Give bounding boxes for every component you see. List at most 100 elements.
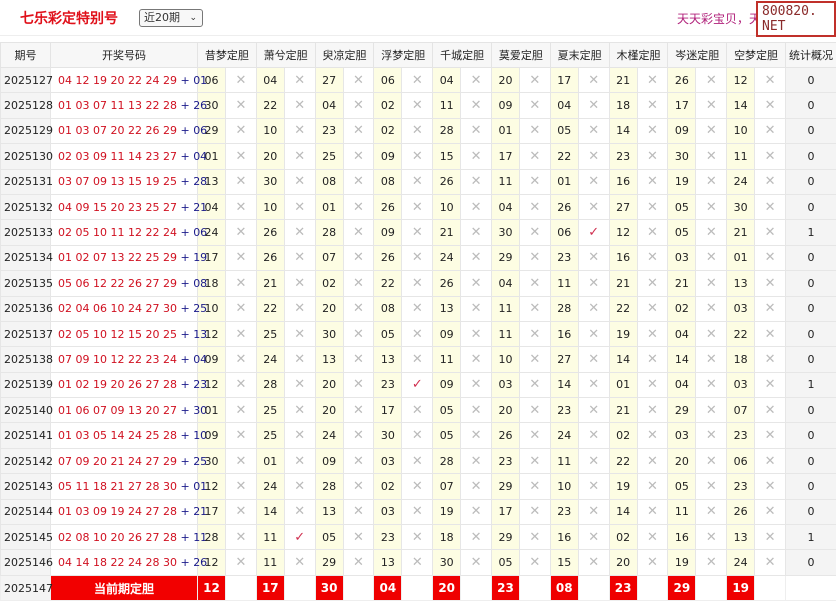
cross-icon: ✕ bbox=[754, 168, 786, 195]
pick-value: 28 bbox=[549, 295, 579, 322]
column-header: 千城定胆 bbox=[432, 42, 492, 68]
cross-icon: ✕ bbox=[754, 270, 786, 297]
cross-icon: ✕ bbox=[460, 473, 492, 500]
empty-cell bbox=[577, 574, 610, 601]
period-cell: 2025137 bbox=[0, 320, 53, 348]
cross-icon: ✕ bbox=[518, 524, 551, 551]
cross-icon: ✕ bbox=[577, 473, 610, 500]
pick-value: 15 bbox=[549, 549, 579, 576]
main-numbers: 01 03 07 11 13 22 28 bbox=[58, 99, 177, 113]
pick-value: 26 bbox=[549, 193, 579, 221]
cross-icon: ✕ bbox=[577, 524, 610, 551]
plus-sign: + bbox=[180, 378, 190, 392]
stat-cell: 0 bbox=[784, 447, 836, 475]
cross-icon: ✕ bbox=[342, 346, 375, 373]
pick-value: 03 bbox=[726, 295, 756, 322]
pick-value: 01 bbox=[314, 193, 344, 221]
current-pick: 17 bbox=[255, 574, 285, 601]
pick-value: 30 bbox=[667, 143, 697, 170]
pick-value: 10 bbox=[255, 117, 285, 145]
plus-sign: + bbox=[180, 276, 190, 290]
draw-numbers-cell: 07 09 10 12 22 23 24 + 04 bbox=[50, 346, 207, 373]
cross-icon: ✕ bbox=[460, 524, 492, 551]
pick-value: 08 bbox=[373, 295, 403, 322]
cross-icon: ✕ bbox=[283, 270, 316, 297]
cross-icon: ✕ bbox=[225, 219, 257, 246]
pick-value: 27 bbox=[314, 66, 344, 94]
pick-value: 09 bbox=[667, 117, 697, 145]
column-header: 开奖号码 bbox=[50, 42, 198, 68]
pick-value: 04 bbox=[314, 92, 344, 119]
pick-value: 16 bbox=[667, 524, 697, 551]
period-cell: 2025133 bbox=[0, 219, 53, 246]
special-number: 04 bbox=[193, 352, 208, 366]
special-number: 06 bbox=[193, 124, 208, 138]
cross-icon: ✕ bbox=[754, 549, 786, 576]
pick-value: 04 bbox=[432, 66, 462, 94]
table-header-row: 期号 开奖号码 昔梦定胆 萧兮定胆 臾凉定胆 浮梦定胆 千城定胆 莫爱定胆 夏末定胆 木槿定胆 岑迷… bbox=[0, 42, 836, 68]
table-row: 2025128 01 03 07 11 13 22 28 + 26 30 ✕ 22 ✕ 04… bbox=[0, 92, 836, 119]
pick-value: 23 bbox=[726, 422, 756, 449]
plus-sign: + bbox=[180, 556, 190, 570]
cross-icon: ✕ bbox=[283, 295, 316, 322]
pick-value: 13 bbox=[432, 295, 462, 322]
cross-icon: ✕ bbox=[401, 473, 434, 500]
column-header: 浮梦定胆 bbox=[373, 42, 434, 68]
special-number: 26 bbox=[193, 556, 208, 570]
cross-icon: ✕ bbox=[283, 498, 316, 526]
chevron-down-icon: ⌄ bbox=[189, 13, 197, 23]
plus-sign: + bbox=[180, 454, 190, 468]
top-bar: 七乐彩定特别号 近20期 ⌄ 天天彩宝贝，天天彩宝贝 800820. NET bbox=[0, 0, 836, 37]
pick-value: 22 bbox=[608, 295, 638, 322]
pick-value: 21 bbox=[432, 219, 462, 246]
pick-value: 29 bbox=[667, 397, 697, 424]
cross-icon: ✕ bbox=[401, 320, 434, 348]
cross-icon: ✕ bbox=[460, 66, 492, 94]
cross-icon: ✕ bbox=[283, 549, 316, 576]
pick-value: 18 bbox=[726, 346, 756, 373]
check-icon: ✓ bbox=[283, 524, 316, 551]
current-pick: 12 bbox=[197, 574, 226, 601]
pick-value: 01 bbox=[255, 447, 285, 475]
cross-icon: ✕ bbox=[283, 346, 316, 373]
period-range-value: 近20期 bbox=[144, 11, 180, 24]
cross-icon: ✕ bbox=[695, 498, 728, 526]
cross-icon: ✕ bbox=[225, 422, 257, 449]
pick-value: 11 bbox=[432, 92, 462, 119]
cross-icon: ✕ bbox=[518, 397, 551, 424]
cross-icon: ✕ bbox=[636, 193, 669, 221]
cross-icon: ✕ bbox=[577, 371, 610, 399]
cross-icon: ✕ bbox=[342, 143, 375, 170]
draw-numbers-cell: 02 08 10 20 26 27 28 + 11 bbox=[50, 524, 207, 551]
pick-value: 29 bbox=[490, 473, 520, 500]
pick-value: 21 bbox=[255, 270, 285, 297]
pick-value: 09 bbox=[490, 92, 520, 119]
pick-value: 29 bbox=[197, 117, 226, 145]
pick-value: 05 bbox=[314, 524, 344, 551]
pick-value: 17 bbox=[667, 92, 697, 119]
draw-numbers-cell: 01 03 05 14 24 25 28 + 10 bbox=[50, 422, 207, 449]
pick-value: 28 bbox=[197, 524, 226, 551]
column-header: 夏末定胆 bbox=[549, 42, 610, 68]
plus-sign: + bbox=[180, 251, 190, 265]
empty-cell bbox=[342, 574, 375, 601]
cross-icon: ✕ bbox=[695, 244, 728, 272]
main-numbers: 04 12 19 20 22 24 29 bbox=[58, 73, 177, 87]
cross-icon: ✕ bbox=[754, 193, 786, 221]
pick-value: 22 bbox=[608, 447, 638, 475]
pick-value: 23 bbox=[608, 143, 638, 170]
pick-value: 09 bbox=[314, 447, 344, 475]
draw-numbers-cell: 02 05 10 11 12 22 24 + 06 bbox=[50, 219, 207, 246]
cross-icon: ✕ bbox=[577, 295, 610, 322]
pick-value: 28 bbox=[255, 371, 285, 399]
pick-value: 08 bbox=[314, 168, 344, 195]
draw-numbers-cell: 04 09 15 20 23 25 27 + 21 bbox=[50, 193, 207, 221]
column-header: 萧兮定胆 bbox=[255, 42, 316, 68]
pick-value: 23 bbox=[549, 397, 579, 424]
pick-value: 13 bbox=[373, 549, 403, 576]
pick-value: 26 bbox=[255, 219, 285, 246]
cross-icon: ✕ bbox=[518, 66, 551, 94]
cross-icon: ✕ bbox=[283, 143, 316, 170]
period-range-select[interactable]: 近20期 ⌄ bbox=[139, 9, 203, 27]
stat-cell: 0 bbox=[784, 244, 836, 272]
